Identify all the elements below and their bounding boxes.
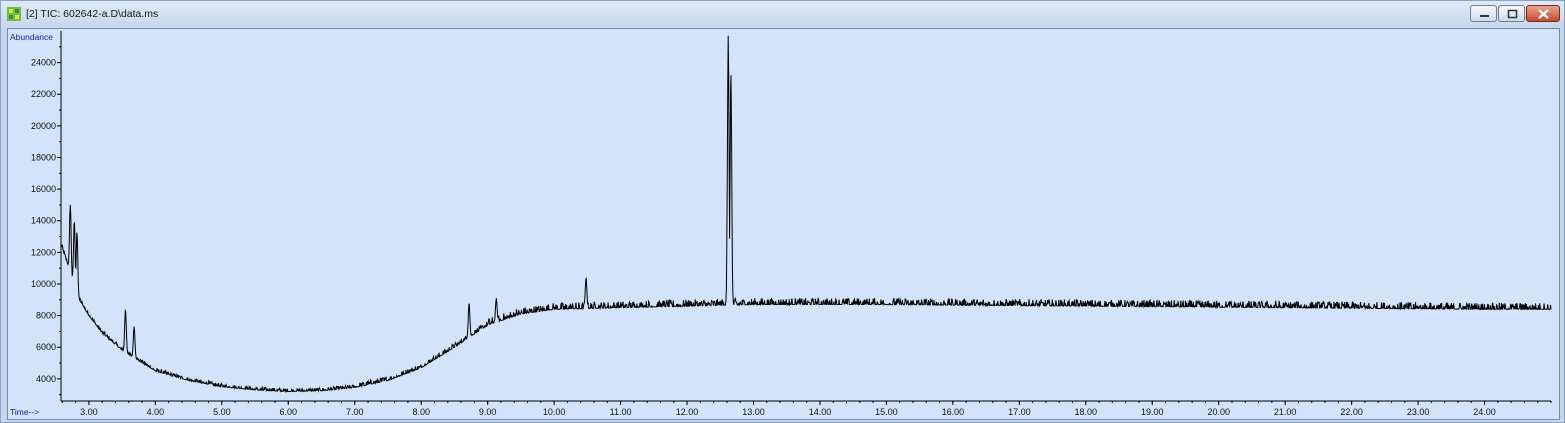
x-tick-label: 13.00	[742, 407, 765, 417]
y-tick-label: 10000	[31, 279, 56, 289]
x-tick-label: 12.00	[676, 407, 699, 417]
x-tick-label: 19.00	[1141, 407, 1164, 417]
title-bar[interactable]: [2] TIC: 602642-a.D\data.ms	[1, 1, 1564, 27]
x-tick-label: 20.00	[1207, 407, 1230, 417]
y-tick-label: 8000	[36, 311, 56, 321]
tic-chart: Abundance Time--> 4000 6000 8000 10000 12000 14…	[10, 31, 1552, 417]
minimize-icon	[1480, 15, 1489, 17]
maximize-button[interactable]	[1498, 5, 1525, 22]
x-tick-label: 15.00	[875, 407, 898, 417]
close-icon	[1538, 9, 1549, 19]
chromatogram-plot[interactable]: Abundance Time--> 4000 6000 8000 10000 12000 14…	[7, 28, 1560, 420]
y-tick-label: 14000	[31, 216, 56, 226]
x-tick-label: 10.00	[543, 407, 566, 417]
x-tick-label: 11.00	[610, 407, 632, 417]
x-tick-label: 7.00	[346, 407, 364, 417]
x-tick-label: 16.00	[942, 407, 965, 417]
y-tick-label: 4000	[36, 374, 56, 384]
x-tick-label: 5.00	[213, 407, 231, 417]
close-button[interactable]	[1526, 5, 1560, 22]
x-tick-label: 3.00	[80, 407, 98, 417]
x-tick-label: 23.00	[1407, 407, 1430, 417]
y-axis-label: Abundance	[10, 32, 53, 42]
x-tick-label: 8.00	[412, 407, 430, 417]
chromatogram-app-icon	[7, 7, 21, 21]
x-tick-label: 14.00	[809, 407, 832, 417]
tic-trace-line	[60, 35, 1552, 394]
y-tick-label: 22000	[31, 89, 56, 99]
y-tick-label: 12000	[31, 247, 56, 257]
x-tick-label: 6.00	[280, 407, 298, 417]
y-tick-label: 20000	[31, 121, 56, 131]
maximize-icon	[1507, 9, 1518, 19]
y-tick-label: 16000	[31, 184, 56, 194]
y-tick-label: 6000	[36, 342, 56, 352]
x-tick-label: 24.00	[1473, 407, 1496, 417]
y-tick-label: 24000	[31, 58, 56, 68]
window-title: [2] TIC: 602642-a.D\data.ms	[26, 8, 159, 20]
y-tick-label: 18000	[31, 152, 56, 162]
x-tick-label: 18.00	[1075, 407, 1098, 417]
x-tick-label: 21.00	[1274, 407, 1297, 417]
x-tick-label: 22.00	[1340, 407, 1363, 417]
x-tick-label: 9.00	[479, 407, 497, 417]
x-axis-label: Time-->	[10, 407, 39, 417]
x-tick-label: 4.00	[147, 407, 165, 417]
minimize-button[interactable]	[1470, 5, 1497, 22]
x-tick-label: 17.00	[1008, 407, 1031, 417]
